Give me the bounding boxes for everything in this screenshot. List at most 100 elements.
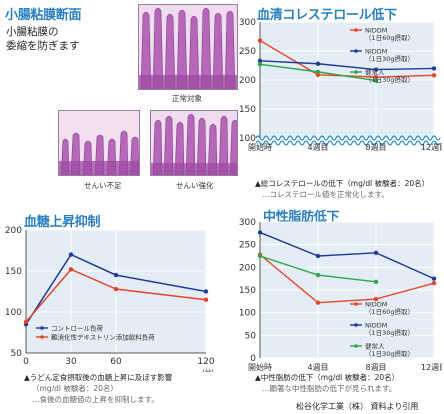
- triglyceride-chart: 050100150200250300開始時4週目8週目12週目NIDDM（1日6…: [239, 218, 442, 372]
- histology-label-deficient: せんい不足: [84, 181, 122, 190]
- data-point: [373, 74, 379, 80]
- blood-sugar-note-line3: …食後の血糖値の上昇を抑制します。: [32, 395, 159, 404]
- legend-sub-label: （1日30g摂取）: [365, 54, 414, 63]
- triglyceride-note-line2: …顕著な中性脂肪の低下が見られます。: [262, 384, 397, 393]
- y-tick-label: 200: [5, 226, 22, 236]
- legend-sub-label: （1日60g摂取）: [365, 307, 414, 316]
- data-point: [315, 300, 321, 305]
- cholesterol-chart-title: 血清コレステロール低下: [257, 8, 397, 23]
- x-tick-label: 8週目: [365, 143, 386, 152]
- data-point: [113, 272, 119, 278]
- axis-break-wave: [255, 140, 441, 146]
- data-point: [113, 286, 119, 292]
- legend-marker: [354, 323, 358, 327]
- data-point: [203, 297, 209, 302]
- blood-sugar-note-line2: （mg/dl 被験者：20名）: [32, 384, 118, 393]
- y-tick-label: 200: [239, 76, 256, 86]
- series-line: [259, 60, 435, 71]
- y-tick-label: 150: [239, 105, 256, 115]
- x-tick-label: 30: [65, 357, 77, 367]
- legend-label: NIDDM: [365, 48, 387, 56]
- y-tick-label: 50: [11, 349, 23, 359]
- histology-label-enriched: せんい強化: [176, 181, 214, 190]
- x-tick-label: 60: [110, 357, 122, 367]
- cholesterol-note-line1: ▲総コレステロールの低下（mg/dl 被験者：20名）: [255, 179, 430, 188]
- data-point: [257, 38, 263, 43]
- x-tick-label: 開始時: [248, 362, 272, 372]
- y-tick-label: 200: [239, 263, 256, 273]
- y-tick-label: 150: [239, 286, 256, 296]
- x-tick-label: 4週目: [307, 363, 328, 372]
- legend-marker: [40, 335, 44, 339]
- villi-image-deficient: [59, 111, 139, 175]
- x-tick-label: 開始時: [248, 142, 272, 152]
- blood-sugar-chart-title: 血糖上昇抑制: [24, 215, 101, 230]
- histology-subtitle-line2: 委縮を防ぎます: [6, 40, 80, 52]
- data-point: [68, 252, 74, 257]
- data-point: [373, 78, 379, 83]
- histology-image-normal: [138, 4, 238, 90]
- data-point: [431, 281, 437, 286]
- y-tick-label: 250: [239, 47, 256, 57]
- histology-title: 小腸粘膜断面: [5, 8, 82, 23]
- data-point: [23, 319, 29, 325]
- data-point: [257, 62, 263, 67]
- data-point: [373, 296, 379, 302]
- histology-label-normal: 正常対象: [172, 94, 202, 103]
- villi-image-normal: [139, 5, 237, 89]
- y-tick-label: 300: [239, 18, 256, 28]
- axis-break-wave: [255, 135, 441, 141]
- data-point: [373, 250, 379, 256]
- legend-marker: [354, 28, 358, 32]
- y-tick-label: 100: [239, 134, 256, 144]
- x-tick-label: 12週目: [421, 363, 442, 372]
- data-point: [68, 267, 74, 272]
- series-line: [259, 254, 435, 304]
- y-tick-label: 150: [5, 267, 22, 277]
- legend-label: 難消化性デキストリン添加飲料負荷: [51, 333, 155, 342]
- legend-label: NIDDM: [365, 27, 387, 35]
- series-line: [259, 231, 435, 280]
- legend-sub-label: （1日30g摂取）: [365, 75, 414, 84]
- y-tick-label: 0: [250, 354, 256, 364]
- series-line: [25, 253, 207, 325]
- data-point: [431, 73, 437, 78]
- cholesterol-note-line2: …コレステロール値を正常化します。: [262, 190, 389, 199]
- legend-sub-label: （1日30g摂取）: [365, 328, 414, 337]
- x-tick-label: 8週目: [365, 363, 386, 372]
- histology-subtitle-line1: 小腸粘膜の: [6, 26, 59, 38]
- y-tick-label: 100: [239, 309, 256, 319]
- blood-sugar-note-line1: ▲うどん定食摂取後の血糖上昇に及ぼす影響: [24, 373, 173, 382]
- data-point: [203, 289, 209, 294]
- series-line: [25, 268, 207, 323]
- legend-sub-label: （1日30g摂取）: [365, 349, 414, 358]
- data-point: [431, 66, 437, 71]
- legend-marker: [354, 70, 358, 74]
- data-point: [257, 230, 263, 235]
- y-tick-label: 250: [239, 241, 256, 251]
- legend-label: NIDDM: [365, 322, 387, 330]
- x-tick-label: 0: [23, 357, 29, 367]
- legend-label: NIDDM: [365, 301, 387, 309]
- data-point: [257, 58, 263, 64]
- source-credit: 松谷化学工業（株） 資料より引用: [296, 402, 419, 411]
- data-point: [315, 69, 321, 75]
- legend-marker: [354, 302, 358, 306]
- blood-sugar-chart: 0 30 60 120 50 100 150 200 (分) コントロール負荷難消化性デキストリン…: [5, 226, 215, 372]
- histology-image-enriched: [150, 110, 238, 176]
- triglyceride-chart-title: 中性脂肪低下: [263, 210, 340, 225]
- histology-image-deficient: [58, 110, 140, 176]
- x-tick-label: 4週目: [307, 143, 328, 152]
- villi-image-enriched: [151, 111, 237, 175]
- legend-marker: [354, 49, 358, 53]
- data-point: [315, 272, 321, 278]
- x-axis-unit: (分): [202, 367, 214, 372]
- triglyceride-note-line1: ▲中性脂肪の低下（mg/dl 被験者：20名）: [255, 373, 400, 382]
- x-tick-label: 12週目: [421, 143, 442, 152]
- data-point: [315, 61, 321, 66]
- y-tick-label: 50: [245, 331, 257, 341]
- y-tick-label: 300: [239, 218, 256, 228]
- y-tick-label: 100: [5, 308, 22, 318]
- legend-marker: [40, 326, 44, 330]
- x-tick-label: 120: [197, 357, 214, 367]
